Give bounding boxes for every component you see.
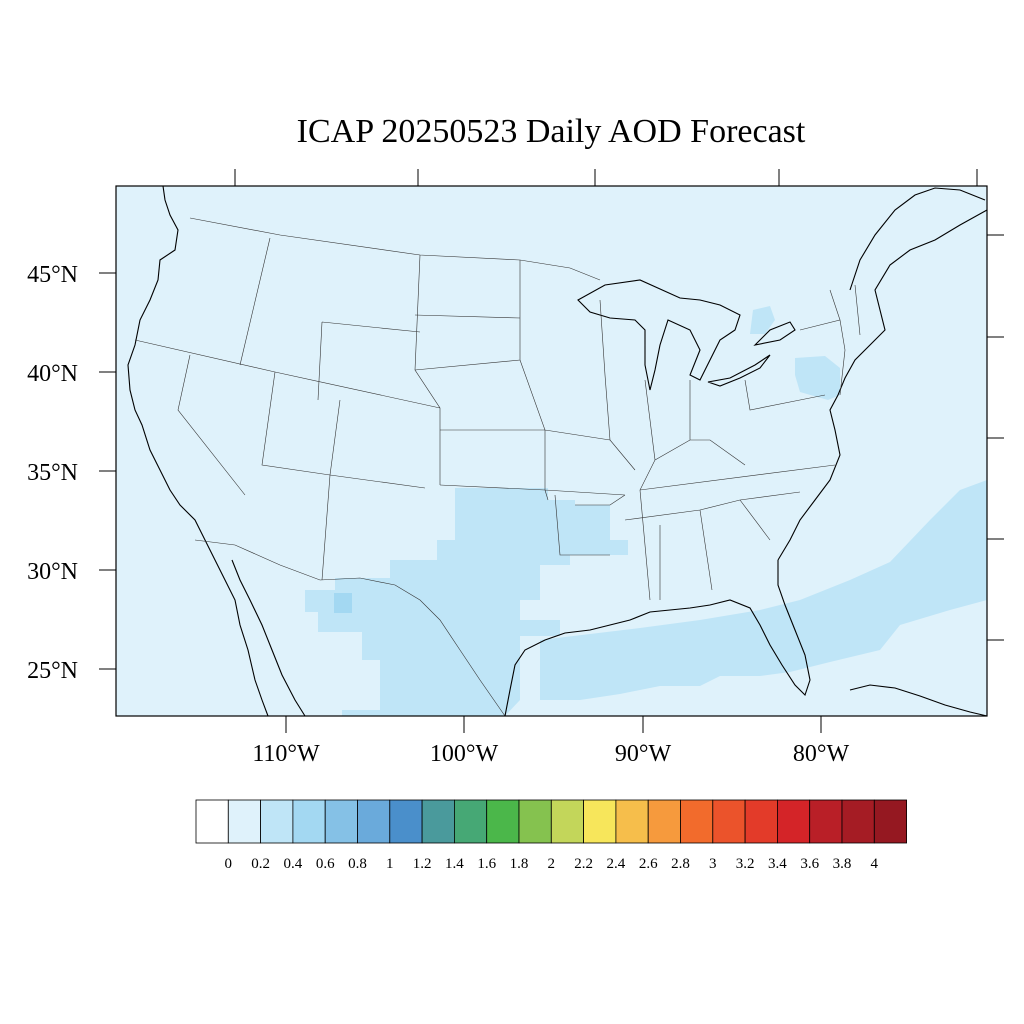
colorbar-tick-label: 0.8 <box>348 856 367 872</box>
colorbar-tick-label: 2.2 <box>574 856 593 872</box>
aod-region-gulf-atlantic <box>540 480 987 700</box>
colorbar-swatch <box>227 799 262 844</box>
aod-region-northeast <box>795 356 840 400</box>
colorbar-tick-label: 0.4 <box>284 856 303 872</box>
great-lakes-outline <box>577 279 796 391</box>
aod-field-high <box>334 593 352 613</box>
lat-label-30n: 30°N <box>27 559 78 585</box>
colorbar-tick-label: 3.2 <box>736 856 755 872</box>
colorbar-tick-label: 2.6 <box>639 856 658 872</box>
colorbar-swatch <box>486 799 520 844</box>
colorbar-tick-label: 1.4 <box>445 856 464 872</box>
colorbar-tick-label: 2 <box>548 856 556 872</box>
state-lines-east <box>624 284 861 601</box>
colorbar-tick-label: 3.8 <box>833 856 852 872</box>
colorbar-swatch <box>809 799 843 844</box>
colorbar-swatch <box>873 799 907 844</box>
colorbar-tick-label: 3.6 <box>800 856 819 872</box>
colorbar-labels: 0 0.2 0.4 0.6 0.8 1 1.2 1.4 1.6 1.8 2 2.2 2.4 2.6 2.8 3… <box>225 856 879 872</box>
colorbar-swatch <box>583 799 617 844</box>
aod-region-lake-erie <box>750 306 775 334</box>
colorbar-swatch <box>292 799 326 844</box>
bottom-ticks <box>285 716 822 733</box>
lat-label-35n: 35°N <box>27 460 78 486</box>
colorbar-swatch <box>389 799 423 844</box>
colorbar-swatch <box>195 799 229 844</box>
aod-field <box>305 306 987 716</box>
colorbar-tick-label: 0.2 <box>251 856 270 872</box>
colorbar-swatch <box>421 799 455 844</box>
colorbar-swatch <box>615 799 649 844</box>
lon-label-100w: 100°W <box>430 741 499 767</box>
colorbar-swatch <box>518 799 552 844</box>
colorbar-swatch <box>453 799 488 844</box>
colorbar-swatch <box>550 799 584 844</box>
colorbar-tick-label: 3 <box>709 856 717 872</box>
colorbar-swatch <box>647 799 681 844</box>
colorbar-tick-label: 1.2 <box>413 856 432 872</box>
lon-label-90w: 90°W <box>615 741 672 767</box>
lon-labels: 110°W 100°W 90°W 80°W <box>252 741 849 767</box>
colorbar-tick-label: 1.6 <box>477 856 496 872</box>
colorbar-swatch <box>777 799 811 844</box>
left-ticks <box>99 272 116 670</box>
colorbar-tick-label: 3.4 <box>768 856 787 872</box>
coastlines <box>127 185 988 717</box>
colorbar-tick-label: 4 <box>871 856 879 872</box>
colorbar-swatch <box>841 799 875 844</box>
colorbar-swatch <box>357 799 391 844</box>
colorbar-swatch <box>260 799 294 844</box>
gulf-coastline <box>504 560 811 717</box>
colorbar-tick-label: 0 <box>225 856 233 872</box>
lat-labels: 45°N 40°N 35°N 30°N 25°N <box>27 262 78 684</box>
lon-label-80w: 80°W <box>793 741 850 767</box>
colorbar-swatch <box>680 799 714 844</box>
political-boundaries <box>134 217 861 717</box>
colorbar-tick-label: 0.6 <box>316 856 335 872</box>
colorbar-swatch <box>744 799 778 844</box>
colorbar <box>195 799 907 844</box>
lon-label-110w: 110°W <box>252 741 320 767</box>
map-frame <box>115 185 988 717</box>
aod-region-southern-plains <box>305 488 628 716</box>
map-panel <box>116 185 988 717</box>
colorbar-tick-label: 1.8 <box>510 856 529 872</box>
baja-coastline <box>231 559 306 717</box>
canada-us-border <box>189 217 601 281</box>
top-ticks <box>234 169 978 186</box>
colorbar-tick-label: 1 <box>386 856 394 872</box>
cuba-coastline <box>849 684 988 717</box>
colorbar-tick-label: 2.4 <box>607 856 626 872</box>
colorbar-swatch <box>712 799 746 844</box>
map-title: ICAP 20250523 Daily AOD Forecast <box>297 113 806 150</box>
atlantic-coastline <box>777 209 988 561</box>
pacific-coastline <box>127 185 269 717</box>
state-lines-west <box>134 237 441 581</box>
colorbar-tick-label: 2.8 <box>671 856 690 872</box>
colorbar-swatch <box>324 799 358 844</box>
state-lines-central <box>414 260 636 556</box>
aod-region-0-4 <box>334 593 352 613</box>
lat-label-25n: 25°N <box>27 658 78 684</box>
right-ticks <box>987 234 1004 641</box>
hudson-coastline <box>849 187 986 291</box>
mexico-us-border <box>194 539 506 717</box>
lat-label-45n: 45°N <box>27 262 78 288</box>
lat-label-40n: 40°N <box>27 361 78 387</box>
